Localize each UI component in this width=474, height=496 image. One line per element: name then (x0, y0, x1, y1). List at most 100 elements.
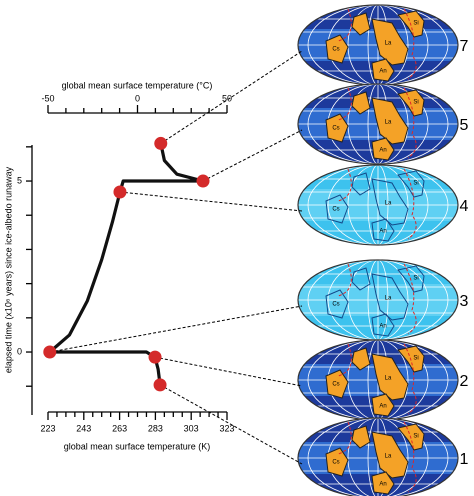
continent (371, 178, 409, 226)
connector (202, 129, 303, 182)
continent-label: Si (413, 100, 418, 106)
x2-axis-label: global mean surface temperature (°C) (62, 80, 213, 90)
continent-label: Cs (332, 126, 339, 132)
globe-inner: Si La Cs An (298, 84, 458, 164)
continent (397, 265, 425, 293)
continent-label: La (385, 120, 392, 126)
x-tick-label: 243 (76, 423, 91, 433)
meridian (327, 260, 429, 340)
connector (154, 356, 303, 387)
globe-inner: Si La Cs An (298, 418, 458, 496)
globe-number: 5 (460, 117, 469, 134)
x-tick-label: 323 (219, 423, 234, 433)
meridian (307, 260, 449, 340)
state-point (43, 345, 57, 359)
x-tick-label: 223 (40, 423, 55, 433)
continent (325, 34, 349, 64)
globe-number: 4 (460, 198, 469, 215)
state-point (154, 136, 168, 150)
globe-number: 1 (460, 451, 469, 468)
y-tick-label: 0 (17, 346, 22, 356)
globe-rim (297, 83, 459, 165)
continent-label: La (385, 41, 392, 47)
meridian (347, 84, 409, 164)
continent-label: Si (413, 434, 418, 440)
continent-label: Cs (332, 207, 339, 213)
continent (351, 12, 371, 36)
continent-label: La (385, 201, 392, 207)
meridian (307, 418, 449, 496)
x-tick-label: 283 (148, 423, 163, 433)
continent-label: Cs (332, 460, 339, 466)
globe-inner: Si La Cs An (298, 260, 458, 340)
continent (371, 18, 409, 66)
globe: Si La Cs An (297, 164, 459, 246)
boundary (337, 8, 417, 80)
meridian (307, 165, 449, 245)
continent (371, 137, 395, 161)
x2-tick-label: 50 (222, 93, 232, 103)
continent (351, 172, 371, 196)
continent (325, 289, 349, 319)
globe-rim (297, 417, 459, 496)
globe-inner: Si La Cs An (298, 165, 458, 245)
continent-label: La (385, 454, 392, 460)
x-tick-label: 303 (184, 423, 199, 433)
trajectory-line (48, 143, 205, 386)
y-axis-label: elapsed time (x10⁶ years) since ice-albe… (3, 166, 13, 373)
meridian (347, 165, 409, 245)
globe-inner: Si La Cs An (298, 340, 458, 420)
continent (351, 347, 371, 371)
continent-label: Cs (332, 47, 339, 53)
meridian (307, 340, 449, 420)
continent-label: La (385, 376, 392, 382)
continent (397, 170, 425, 198)
globe-rim (297, 164, 459, 246)
x-tick-label: 263 (112, 423, 127, 433)
meridian (307, 5, 449, 85)
state-point (153, 378, 167, 392)
continent-label: La (385, 296, 392, 302)
connector (119, 191, 303, 212)
continent-label: Si (413, 276, 418, 282)
globe-inner: Si La Cs An (298, 5, 458, 85)
continent (351, 91, 371, 115)
x2-tick-label: 0 (135, 93, 140, 103)
x-axis-label: global mean surface temperature (K) (64, 441, 211, 451)
continent-label: An (379, 482, 386, 488)
boundary (337, 421, 417, 493)
continent-label: An (379, 324, 386, 330)
continent (371, 58, 395, 82)
continent (371, 273, 409, 321)
continent-label: Si (413, 21, 418, 27)
continent (371, 353, 409, 401)
globe: Si La Cs An (297, 83, 459, 165)
meridian (307, 84, 449, 164)
continent-label: An (379, 69, 386, 75)
y-tick-label: 5 (17, 175, 22, 185)
boundary (337, 168, 417, 240)
continent (325, 447, 349, 477)
continent (371, 218, 395, 242)
meridian (367, 260, 389, 340)
meridian (347, 5, 409, 85)
globe: Si La Cs An (297, 417, 459, 496)
continent (351, 267, 371, 291)
boundary (337, 87, 417, 159)
globe: Si La Cs An (297, 259, 459, 341)
continent (371, 97, 409, 145)
meridian (327, 165, 429, 245)
continent (371, 431, 409, 479)
meridian (347, 418, 409, 496)
globe: Si La Cs An (297, 4, 459, 86)
boundary (337, 263, 417, 335)
x2-tick-label: -50 (41, 93, 54, 103)
globe: Si La Cs An (297, 339, 459, 421)
connector (159, 384, 303, 465)
boundary (337, 343, 417, 415)
state-point (196, 174, 210, 188)
continent-label: Si (413, 356, 418, 362)
continent-label: Si (413, 181, 418, 187)
continent-label: An (379, 404, 386, 410)
